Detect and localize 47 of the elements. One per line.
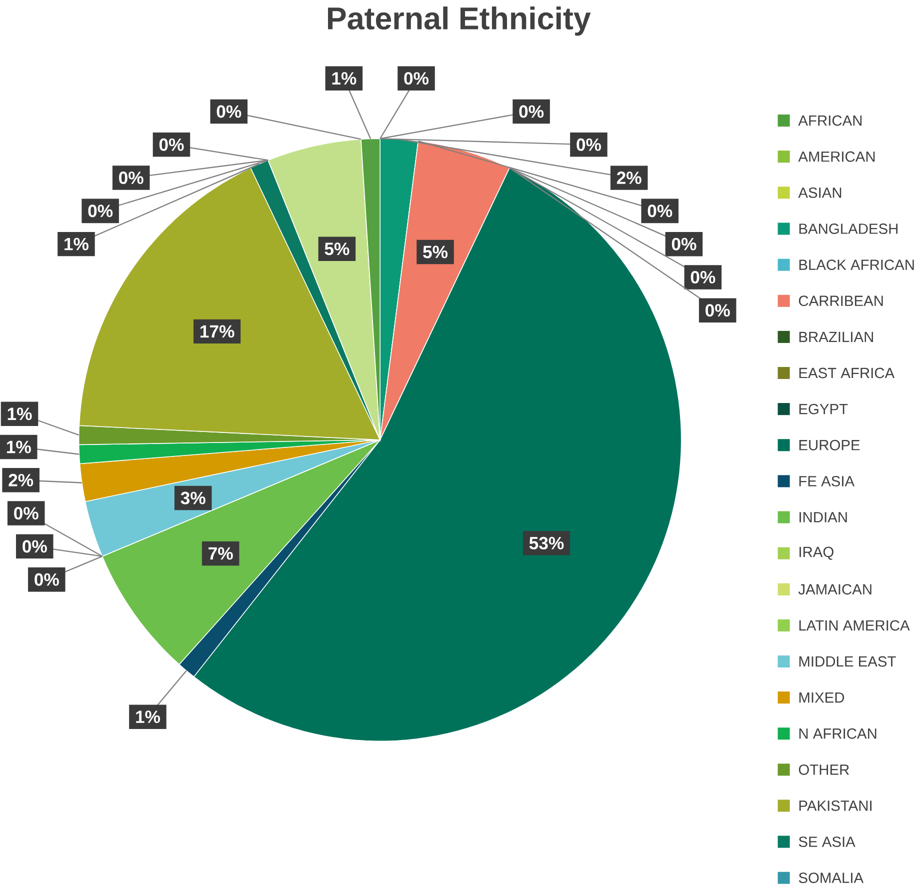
data-label: 1% bbox=[64, 238, 88, 250]
legend-label: IRAQ bbox=[800, 546, 834, 560]
text: 0% bbox=[159, 138, 184, 151]
data-label: 1% bbox=[136, 710, 160, 724]
legend-label: BRAZILIAN bbox=[799, 332, 873, 342]
text: 0% bbox=[14, 507, 38, 520]
legend-label: SOMALIA bbox=[798, 872, 864, 884]
text: 0% bbox=[34, 573, 59, 586]
legend-label: EAST AFRICA bbox=[799, 368, 895, 378]
legend-label: SE ASIA bbox=[798, 836, 856, 847]
data-label: 17% bbox=[200, 325, 234, 338]
legend-label: FE ASIA bbox=[799, 476, 855, 486]
legend-label: MIXED bbox=[799, 692, 844, 703]
legend-label: BLACK AFRICAN bbox=[799, 260, 914, 270]
data-label: 2% bbox=[616, 172, 642, 184]
legend-label: N AFRICAN bbox=[799, 728, 876, 739]
legend-label: ASIAN bbox=[798, 187, 842, 198]
legend-label: BANGLADESH bbox=[799, 224, 898, 234]
legend-label: AMERICAN bbox=[798, 151, 875, 162]
chart-title: Paternal Ethnicity bbox=[328, 6, 591, 36]
text: 0% bbox=[576, 138, 601, 151]
legend-label: PAKISTANI bbox=[799, 800, 872, 811]
data-label: 1% bbox=[6, 440, 31, 454]
legend-label: AFRICAN bbox=[798, 115, 862, 126]
legend-label: CARRIBEAN bbox=[798, 296, 883, 306]
text: 0% bbox=[216, 105, 242, 118]
text: 0% bbox=[22, 540, 47, 553]
legend-label: OTHER bbox=[798, 764, 849, 775]
text: 0% bbox=[690, 270, 716, 284]
text: 0% bbox=[648, 204, 672, 218]
legend-label: EUROPE bbox=[799, 440, 860, 450]
text: 0% bbox=[519, 105, 544, 118]
text: 0% bbox=[404, 72, 429, 85]
legend-label: MIDDLE EAST bbox=[799, 656, 896, 667]
legend-label: EGYPT bbox=[799, 404, 848, 414]
legend-label: JAMAICAN bbox=[798, 584, 872, 595]
data-label: 1% bbox=[8, 408, 32, 420]
data-label: 5% bbox=[423, 246, 448, 258]
legend-label: LATIN AMERICA bbox=[799, 620, 910, 631]
legend-label: INDIAN bbox=[800, 512, 847, 522]
data-label: 2% bbox=[8, 474, 34, 486]
data-label: 53% bbox=[529, 536, 564, 550]
text: 0% bbox=[119, 172, 144, 184]
text: 0% bbox=[88, 204, 113, 218]
text: 0% bbox=[672, 238, 696, 250]
text: 0% bbox=[706, 304, 730, 317]
data-label: 1% bbox=[332, 72, 356, 85]
